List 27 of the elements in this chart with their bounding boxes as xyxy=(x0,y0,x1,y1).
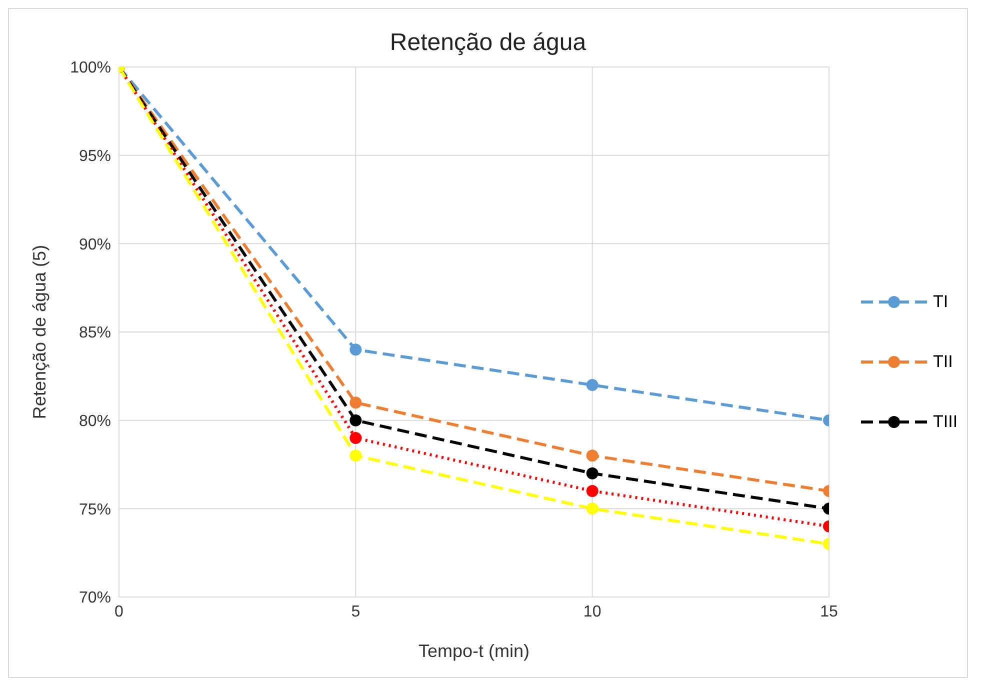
point xyxy=(586,379,598,391)
point xyxy=(350,414,362,426)
point xyxy=(350,396,362,409)
y-tick-label: 85% xyxy=(78,324,111,342)
legend-label: TIII xyxy=(933,412,958,432)
point xyxy=(586,485,598,497)
y-tick-label: 100% xyxy=(70,60,111,77)
y-axis-title: Retenção de água (5) xyxy=(29,244,50,420)
y-tick-label: 95% xyxy=(78,148,111,166)
x-axis-title: Tempo-t (min) xyxy=(418,641,530,661)
point xyxy=(586,502,598,515)
point xyxy=(586,450,598,462)
y-tick-label: 70% xyxy=(78,590,111,607)
point xyxy=(350,450,362,462)
point xyxy=(586,467,598,480)
y-tick-label: 80% xyxy=(78,413,111,430)
x-tick-label: 15 xyxy=(820,603,838,620)
point xyxy=(350,344,362,356)
point xyxy=(350,432,362,444)
y-tick-label: 90% xyxy=(78,236,111,254)
chart-title: Retenção de água xyxy=(388,28,588,57)
y-tick-label: 75% xyxy=(78,501,111,518)
x-tick-label: 0 xyxy=(114,603,124,620)
x-tick-label: 5 xyxy=(351,603,360,620)
legend-label: TI xyxy=(933,292,948,312)
x-tick-label: 10 xyxy=(583,603,602,620)
legend-label: TII xyxy=(933,352,953,372)
